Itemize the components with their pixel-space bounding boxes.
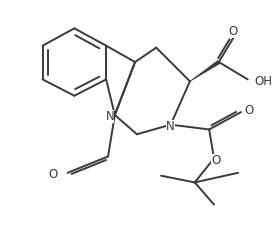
Text: N: N bbox=[106, 110, 114, 123]
Text: O: O bbox=[49, 168, 58, 181]
Text: O: O bbox=[211, 154, 221, 167]
Text: OH: OH bbox=[254, 75, 272, 88]
Text: O: O bbox=[245, 104, 254, 117]
Text: N: N bbox=[166, 120, 175, 133]
Text: O: O bbox=[229, 25, 238, 38]
Polygon shape bbox=[190, 61, 220, 81]
